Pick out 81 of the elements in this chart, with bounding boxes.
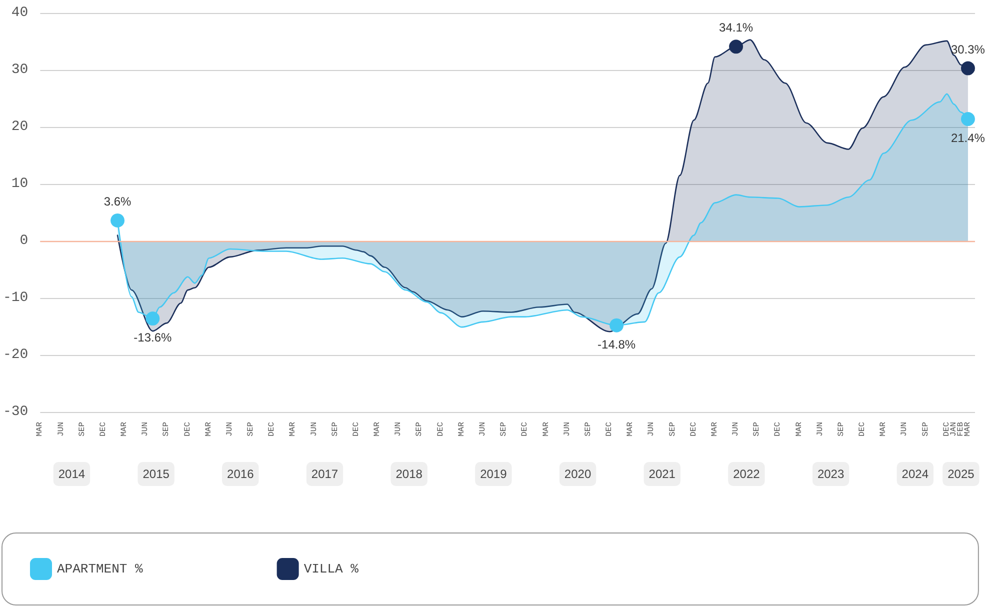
x2-tick-label: 2014: [58, 467, 86, 481]
x-tick-label: MAR: [542, 422, 551, 436]
point: [729, 40, 744, 54]
x-tick-label: DEC: [352, 422, 361, 436]
x-tick-label: JUN: [141, 422, 150, 436]
data-label: -14.8%: [598, 337, 636, 352]
x-tick-label: MAR: [879, 422, 888, 436]
x-tick-label: MAR: [373, 422, 382, 436]
x-tick-label: SEP: [921, 422, 930, 436]
x-tick-label: MAR: [120, 422, 130, 436]
y-tick-label: 40: [11, 5, 28, 21]
x-tick-label: SEP: [330, 422, 340, 436]
x-tick-label: MAR: [288, 422, 298, 436]
x2-tick-label: 2025: [948, 467, 975, 481]
x2-tick-label: 2024: [902, 467, 929, 481]
y-tick-label: -10: [2, 290, 28, 306]
x-tick-label: DEC: [942, 422, 952, 436]
x-tick-label: MAR: [794, 422, 804, 436]
x-tick-label: JUN: [816, 422, 825, 436]
x2-tick-label: 2021: [648, 467, 676, 481]
x-tick-label: SEP: [162, 422, 172, 436]
legend-label: VILLA %: [304, 562, 359, 576]
data-label: -13.6%: [134, 330, 172, 345]
x-tick-label: JUN: [900, 422, 910, 436]
x-tick-label: SEP: [500, 422, 509, 436]
x-tick-label: MAR: [963, 422, 972, 436]
x2-tick-label: 2019: [480, 467, 508, 481]
x-tick-label: JUN: [56, 422, 66, 436]
x-tick-label: DEC: [183, 422, 192, 436]
y-tick-label: 20: [11, 119, 28, 135]
x-tick-label: DEC: [98, 422, 108, 436]
point: [110, 213, 125, 228]
x-tick-label: SEP: [584, 422, 593, 436]
x-tick-label: JUN: [562, 422, 572, 436]
x-tick-label: DEC: [858, 422, 868, 436]
data-label: 34.1%: [719, 20, 754, 35]
x-tick-label: DEC: [774, 422, 783, 436]
x-tick-label: JUN: [732, 422, 741, 436]
x2-tick-label: 2018: [396, 467, 423, 481]
x-tick-label: DEC: [520, 422, 530, 436]
y-tick-label: 10: [11, 176, 28, 192]
x-tick-label: MAR: [204, 422, 214, 436]
x-tick-label: SEP: [415, 422, 424, 436]
x2-tick-label: 2022: [733, 467, 760, 481]
x2-tick-label: 2017: [311, 467, 338, 481]
x-tick-label: MAR: [457, 422, 466, 436]
x-tick-label: MAR: [710, 422, 720, 436]
x-tick-label: JUN: [225, 422, 234, 436]
data-label: 3.6%: [104, 194, 132, 208]
x-tick-label: MAR: [626, 422, 636, 436]
x2-tick-label: 2020: [564, 467, 592, 481]
x-tick-label: JUN: [478, 422, 488, 436]
x-tick-label: FEB: [956, 422, 966, 436]
y-tick-label: 0: [20, 233, 28, 249]
x-tick-label: SEP: [668, 422, 678, 436]
point: [960, 112, 975, 126]
x-tick-label: JAN: [949, 422, 958, 436]
x-tick-label: SEP: [836, 422, 846, 436]
x-tick-label: JUN: [647, 422, 656, 436]
x-tick-label: SEP: [246, 422, 256, 436]
y-tick-label: -20: [2, 347, 28, 363]
x-tick-label: SEP: [752, 422, 762, 436]
x-tick-label: SEP: [78, 422, 87, 436]
x2-tick-label: 2023: [817, 467, 844, 481]
point: [610, 318, 624, 332]
x-tick-label: DEC: [268, 422, 277, 436]
data-label: 30.3%: [950, 42, 986, 56]
x-tick-label: JUN: [310, 422, 319, 436]
y-tick-label: 30: [11, 62, 28, 78]
x-tick-label: MAR: [36, 422, 45, 436]
x-tick-label: DEC: [436, 422, 446, 436]
point: [146, 312, 160, 326]
x-tick-label: DEC: [605, 422, 614, 436]
x2-tick-label: 2015: [142, 467, 170, 481]
point: [960, 61, 975, 76]
y-tick-label: -30: [2, 404, 28, 420]
data-label: 21.4%: [950, 131, 986, 146]
x-tick-label: JUN: [394, 422, 404, 436]
legend-label: APARTMENT %: [57, 562, 144, 576]
x-tick-label: DEC: [689, 422, 698, 436]
x2-tick-label: 2016: [227, 467, 254, 481]
